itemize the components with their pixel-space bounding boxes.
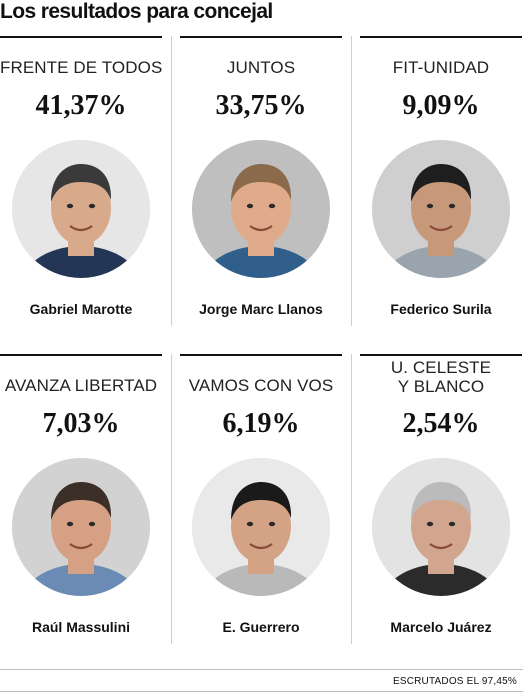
party-name: JUNTOS bbox=[226, 58, 296, 77]
result-card: JUNTOS 33,75% Jorge Marc Llanos bbox=[180, 36, 342, 326]
column-divider bbox=[351, 36, 352, 326]
vote-percentage: 6,19% bbox=[222, 408, 300, 439]
footer-rule bbox=[0, 691, 523, 692]
result-card: FRENTE DE TODOS 41,37% Gabriel Marotte bbox=[0, 36, 162, 326]
candidate-photo bbox=[192, 458, 330, 596]
card-top-rule bbox=[180, 36, 342, 38]
card-top-rule bbox=[360, 36, 522, 38]
result-card: VAMOS CON VOS 6,19% E. Guerrero bbox=[180, 354, 342, 644]
portrait-illustration bbox=[12, 458, 150, 596]
portrait-illustration bbox=[192, 140, 330, 278]
party-name: U. CELESTE Y BLANCO bbox=[390, 358, 492, 396]
party-name: FIT-UNIDAD bbox=[392, 58, 490, 77]
results-grid: FRENTE DE TODOS 41,37% Gabriel Marotte J… bbox=[0, 36, 523, 648]
candidate-name: Raúl Massulini bbox=[31, 619, 131, 635]
card-top-rule bbox=[0, 36, 162, 38]
page-title: Los resultados para concejal bbox=[0, 0, 273, 23]
result-card: U. CELESTE Y BLANCO 2,54% Marcelo Juárez bbox=[360, 354, 522, 644]
footnote: ESCRUTADOS EL 97,45% bbox=[392, 676, 517, 687]
vote-percentage: 9,09% bbox=[402, 90, 480, 121]
portrait-illustration bbox=[192, 458, 330, 596]
footer-rule bbox=[0, 669, 523, 670]
candidate-photo bbox=[12, 458, 150, 596]
card-top-rule bbox=[360, 354, 522, 356]
party-name: AVANZA LIBERTAD bbox=[4, 376, 158, 395]
candidate-photo bbox=[192, 140, 330, 278]
portrait-illustration bbox=[12, 140, 150, 278]
candidate-name: Federico Surila bbox=[390, 301, 492, 317]
portrait-illustration bbox=[372, 458, 510, 596]
candidate-name: Gabriel Marotte bbox=[29, 301, 133, 317]
card-top-rule bbox=[180, 354, 342, 356]
candidate-name: Marcelo Juárez bbox=[390, 619, 492, 635]
candidate-photo bbox=[12, 140, 150, 278]
result-card: AVANZA LIBERTAD 7,03% Raúl Massulini bbox=[0, 354, 162, 644]
party-name: FRENTE DE TODOS bbox=[0, 58, 163, 77]
vote-percentage: 7,03% bbox=[42, 408, 120, 439]
vote-percentage: 33,75% bbox=[215, 90, 307, 121]
candidate-name: Jorge Marc Llanos bbox=[199, 301, 323, 317]
candidate-photo bbox=[372, 458, 510, 596]
vote-percentage: 41,37% bbox=[35, 90, 127, 121]
party-name: VAMOS CON VOS bbox=[188, 376, 334, 395]
candidate-name: E. Guerrero bbox=[222, 619, 300, 635]
column-divider bbox=[171, 36, 172, 326]
portrait-illustration bbox=[372, 140, 510, 278]
column-divider bbox=[171, 354, 172, 644]
result-card: FIT-UNIDAD 9,09% Federico Surila bbox=[360, 36, 522, 326]
candidate-photo bbox=[372, 140, 510, 278]
vote-percentage: 2,54% bbox=[402, 408, 480, 439]
column-divider bbox=[351, 354, 352, 644]
card-top-rule bbox=[0, 354, 162, 356]
